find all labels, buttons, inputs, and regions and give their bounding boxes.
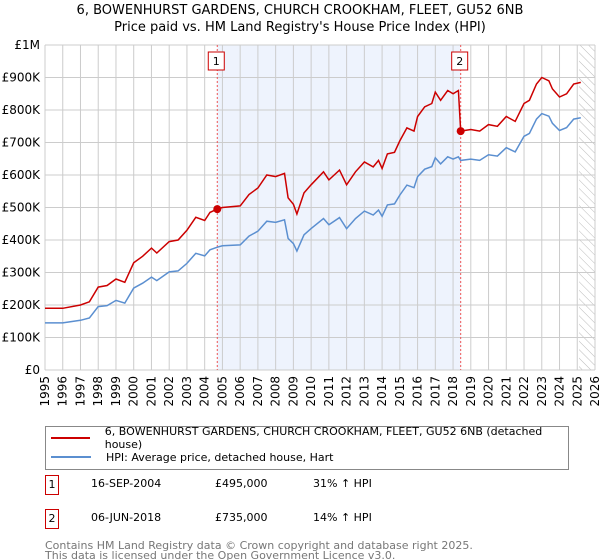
y-tick-label: £200K	[2, 298, 42, 312]
x-tick-label: 2011	[322, 376, 336, 407]
price-chart: 1995 1996 1997 1998 1999 2000 2001 2002 2003 2004…	[2, 38, 600, 407]
footer-copyright: Contains HM Land Registry data © Crown c…	[45, 539, 473, 552]
x-tick-label: 2008	[269, 376, 283, 407]
x-tick-label: 2013	[357, 376, 371, 407]
y-tick-label: £800K	[2, 103, 42, 117]
x-tick-label: 2020	[482, 376, 496, 407]
x-tick-label: 2024	[553, 376, 567, 407]
legend-label: HPI: Average price, detached house, Hart	[106, 450, 334, 464]
x-tick-label: 2001	[144, 376, 158, 407]
y-tick-label: £400K	[2, 233, 42, 247]
sale-point	[456, 127, 465, 136]
x-tick-label: 2007	[251, 376, 265, 407]
sale-hpi-diff: 31% ↑ HPI	[313, 477, 372, 490]
x-tick-label: 2014	[375, 376, 389, 407]
x-tick-label: 2000	[127, 376, 141, 407]
sale-marker-label: 2	[456, 55, 463, 68]
y-tick-label: £0	[25, 363, 40, 377]
x-tick-label: 2021	[499, 376, 513, 407]
x-tick-label: 2022	[517, 376, 531, 407]
x-tick-label: 2004	[198, 376, 212, 407]
x-tick-label: 2002	[162, 376, 176, 407]
x-tick-label: 2005	[215, 376, 229, 407]
y-tick-label: £600K	[2, 168, 42, 182]
x-tick-label: 2018	[446, 376, 460, 407]
y-tick-label: £300K	[2, 266, 42, 280]
x-tick-label: 2026	[588, 376, 600, 407]
sale-marker-box	[451, 51, 469, 71]
chart-title: 6, BOWENHURST GARDENS, CHURCH CROOKHAM, …	[76, 3, 524, 18]
x-tick-label: 1999	[109, 376, 123, 407]
x-tick-label: 2025	[570, 376, 584, 407]
legend-swatch-blue	[51, 456, 91, 458]
sale-hpi-diff: 14% ↑ HPI	[313, 511, 372, 524]
sale-marker-box	[207, 51, 225, 71]
x-tick-label: 2015	[393, 376, 407, 407]
x-tick-label: 2019	[464, 376, 478, 407]
y-tick-label: £500K	[2, 201, 42, 215]
y-tick-label: £700K	[2, 136, 42, 150]
x-tick-label: 2010	[304, 376, 318, 407]
y-tick-label: £100K	[2, 331, 42, 345]
hpi-line	[45, 112, 581, 324]
x-tick-label: 2012	[340, 376, 354, 407]
x-tick-label: 2009	[286, 376, 300, 407]
footer-license: This data is licensed under the Open Gov…	[45, 549, 396, 560]
x-tick-label: 1998	[91, 376, 105, 407]
sale-price: £735,000	[215, 511, 268, 524]
legend-item-property: 6, BOWENHURST GARDENS, CHURCH CROOKHAM, …	[51, 425, 568, 451]
price-paid-line	[45, 76, 581, 310]
x-tick-label: 1995	[38, 376, 52, 407]
sale-marker-label: 1	[213, 55, 220, 68]
x-tick-label: 1996	[56, 376, 70, 407]
x-tick-label: 2023	[535, 376, 549, 407]
sale-point	[213, 205, 222, 214]
y-tick-label: £900K	[2, 71, 42, 85]
sale-date: 16-SEP-2004	[91, 477, 162, 490]
sale-badge: 2	[45, 509, 59, 529]
legend-swatch-red	[51, 437, 90, 439]
chart-subtitle: Price paid vs. HM Land Registry's House …	[114, 20, 486, 35]
sale-badge: 1	[45, 475, 59, 495]
x-tick-label: 2017	[428, 376, 442, 407]
sale-price: £495,000	[215, 477, 268, 490]
legend-item-hpi: HPI: Average price, detached house, Hart	[51, 449, 333, 465]
legend: 6, BOWENHURST GARDENS, CHURCH CROOKHAM, …	[45, 425, 569, 470]
sale-date: 06-JUN-2018	[91, 511, 162, 524]
x-tick-label: 2006	[233, 376, 247, 407]
y-tick-label: £1M	[14, 38, 40, 52]
x-tick-label: 1997	[73, 376, 87, 407]
x-tick-label: 2003	[180, 376, 194, 407]
legend-label: 6, BOWENHURST GARDENS, CHURCH CROOKHAM, …	[104, 425, 543, 451]
x-tick-label: 2016	[411, 376, 425, 407]
